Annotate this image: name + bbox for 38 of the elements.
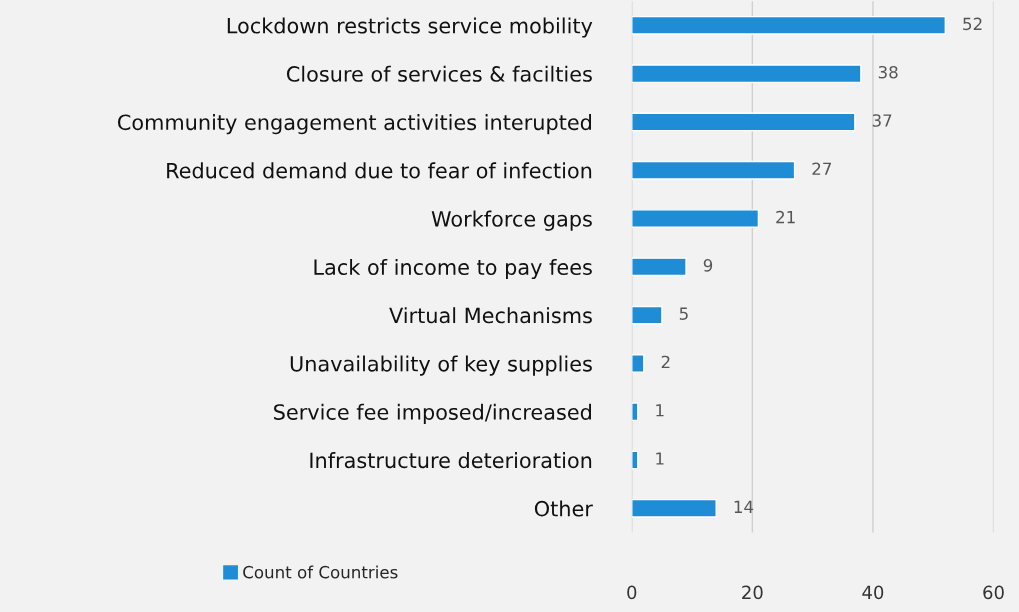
data-label: 1 (656, 404, 664, 417)
y-tick-label: Unavailability of key supplies (290, 355, 592, 376)
y-tick-label: Community engagement activities interupted (117, 114, 591, 135)
bar (631, 15, 946, 35)
data-label: 27 (812, 162, 832, 175)
y-tick-label: Lockdown restricts service mobility (227, 17, 593, 38)
data-label: 14 (734, 500, 754, 513)
y-tick-label: Closure of services & facilties (286, 65, 592, 82)
legend-label: Count of Countries (243, 565, 398, 579)
bar (631, 402, 639, 422)
y-tick-label: Service fee imposed/increased (274, 403, 591, 424)
x-tick-label: 20 (742, 585, 763, 600)
y-tick-label: Other (534, 500, 593, 517)
bar (631, 209, 760, 228)
data-label: 37 (872, 114, 892, 127)
x-tick-label: 0 (627, 585, 637, 600)
y-tick-label: Virtual Mechanisms (389, 307, 592, 324)
data-label: 38 (878, 65, 898, 79)
data-label: 1 (656, 452, 664, 465)
bar (631, 112, 856, 132)
bar (631, 450, 639, 470)
data-label: 5 (679, 307, 688, 320)
data-label: 2 (661, 355, 670, 369)
x-tick-label: 40 (862, 585, 884, 600)
bar (631, 305, 663, 325)
y-tick-label: Reduced demand due to fear of infection (167, 162, 592, 179)
bar (631, 64, 862, 84)
bar (631, 498, 717, 518)
bar (631, 257, 687, 277)
data-label: 9 (703, 259, 713, 272)
y-tick-label: Lack of income to pay fees (314, 258, 592, 280)
bar (631, 354, 645, 373)
data-label: 21 (776, 210, 795, 224)
bar (631, 160, 796, 180)
y-tick-label: Infrastructure deterioration (310, 452, 592, 469)
data-label: 52 (963, 17, 982, 31)
y-tick-label: Workforce gaps (431, 210, 592, 231)
x-tick-label: 60 (983, 585, 1004, 600)
